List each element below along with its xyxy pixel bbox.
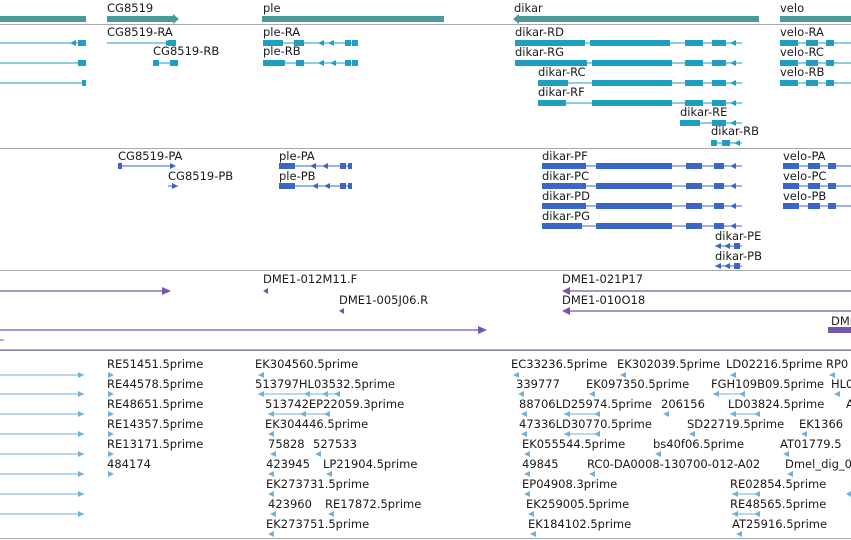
gene-bar-ple[interactable] (262, 16, 444, 22)
est-label[interactable]: 423945 (266, 457, 310, 471)
est-label[interactable]: LD02216.5prime (726, 357, 823, 371)
est-label[interactable]: 49845 (522, 457, 559, 471)
est-label[interactable]: AT25916.5prime (732, 517, 828, 531)
transcript-label[interactable]: dikar-RD (515, 25, 564, 39)
transcript-label[interactable]: CG8519-RB (153, 44, 220, 58)
track-separator (0, 148, 851, 149)
transcript-label[interactable]: dikar-RF (538, 85, 585, 99)
est-label[interactable]: EC33236.5prime (511, 357, 608, 371)
est-label[interactable]: RE02854.5prime (730, 477, 827, 491)
est-label[interactable]: RE51451.5prime (107, 357, 204, 371)
gene-label-cg8519[interactable]: CG8519 (107, 1, 154, 15)
est-label[interactable]: EP04908.3prime (522, 477, 618, 491)
transcript-label[interactable]: dikar-RE (680, 105, 728, 119)
transcript-label[interactable]: dikar-PC (542, 169, 590, 183)
clone-label[interactable]: DME1-021P17 (562, 272, 644, 286)
est-label[interactable]: FGH109B09.5prime (711, 377, 825, 391)
est-label[interactable]: A (846, 397, 851, 411)
est-label[interactable]: EK273751.5prime (266, 517, 370, 531)
est-label[interactable]: EK273731.5prime (266, 477, 370, 491)
transcript-label[interactable]: velo-PC (783, 169, 827, 183)
clone-label[interactable]: DME1-010O18 (562, 293, 646, 307)
est-label[interactable]: EK304446.5prime (265, 417, 369, 431)
transcript-label[interactable]: dikar-PF (542, 149, 588, 163)
clone-label[interactable]: DME1-005J06.R (339, 293, 429, 307)
est-label[interactable]: 88706LD25974.5prime (519, 397, 652, 411)
est-label[interactable]: 206156 (661, 397, 705, 411)
est-label[interactable]: 47336LD30770.5prime (519, 417, 652, 431)
transcript-label[interactable]: ple-RB (263, 44, 301, 58)
gene-arrow (173, 14, 179, 24)
est-label[interactable]: EK304560.5prime (255, 357, 359, 371)
transcript-label[interactable]: velo-PA (783, 149, 826, 163)
transcript-label[interactable]: dikar-RB (711, 124, 760, 138)
transcript-label[interactable]: CG8519-RA (107, 25, 173, 39)
track-separator (0, 270, 851, 271)
gene-arrow (513, 14, 519, 24)
transcript-label[interactable]: dikar-PE (715, 229, 762, 243)
est-label[interactable]: HL0 (831, 377, 851, 391)
transcript-label[interactable]: velo-RB (780, 65, 825, 79)
est-label[interactable]: RE48565.5prime (730, 497, 827, 511)
est-label[interactable]: 527533 (313, 437, 357, 451)
est-label[interactable]: Dmel_dig_0 (785, 457, 851, 471)
est-label[interactable]: RP0 (826, 357, 849, 371)
track-separator (0, 538, 851, 539)
est-label[interactable]: RE17872.5prime (325, 497, 422, 511)
track-separator (0, 24, 851, 25)
est-label[interactable]: RE44578.5prime (107, 377, 204, 391)
transcript-label[interactable]: ple-PB (279, 169, 316, 183)
est-label[interactable]: LP21904.5prime (323, 457, 418, 471)
clone-label[interactable]: DME1-012M11.F (263, 272, 358, 286)
est-label[interactable]: 484174 (107, 457, 151, 471)
transcript-label[interactable]: dikar-PD (542, 189, 590, 203)
est-label[interactable]: 423960 (268, 497, 312, 511)
est-label[interactable]: 75828 (268, 437, 305, 451)
gene-label-dikar[interactable]: dikar (514, 1, 543, 15)
est-label[interactable]: bs40f06.5prime (653, 437, 745, 451)
est-label[interactable]: RC0-DA0008-130700-012-A02 (587, 457, 761, 471)
gene-label-ple[interactable]: ple (263, 1, 281, 15)
transcript-label[interactable]: velo-RA (780, 25, 824, 39)
est-label[interactable]: EK055544.5prime (522, 437, 626, 451)
transcript-label[interactable]: ple-RA (263, 25, 301, 39)
est-label[interactable]: 513742EP22059.3prime (265, 397, 405, 411)
est-label[interactable]: EK1366 (799, 417, 844, 431)
gene-bar-dikar[interactable] (519, 16, 759, 22)
gene-bar-velo[interactable] (780, 16, 851, 22)
est-label[interactable]: 513797HL03532.5prime (255, 377, 396, 391)
est-label[interactable]: EK302039.5prime (617, 357, 721, 371)
est-label[interactable]: AT01779.5 (780, 437, 842, 451)
est-label[interactable]: RE13171.5prime (107, 437, 204, 451)
est-label[interactable]: 339777 (516, 377, 560, 391)
est-label[interactable]: EK097350.5prime (586, 377, 690, 391)
transcript-label[interactable]: velo-PB (783, 189, 827, 203)
est-label[interactable]: RE48651.5prime (107, 397, 204, 411)
est-label[interactable]: LD03824.5prime (728, 397, 825, 411)
gene-label-velo[interactable]: velo (780, 1, 805, 15)
gene-bar[interactable] (0, 16, 86, 22)
est-label[interactable]: RE14357.5prime (107, 417, 204, 431)
transcript-label[interactable]: dikar-RG (515, 45, 565, 59)
transcript-label[interactable]: dikar-PG (542, 209, 590, 223)
transcript-label[interactable]: dikar-RC (538, 65, 586, 79)
transcript-label[interactable]: CG8519-PA (118, 149, 183, 163)
est-label[interactable]: EK184102.5prime (528, 517, 632, 531)
transcript-label[interactable]: CG8519-PB (168, 169, 234, 183)
transcript-label[interactable]: dikar-PB (715, 249, 762, 263)
est-label[interactable]: SD22719.5prime (687, 417, 785, 431)
transcript-label[interactable]: ple-PA (279, 149, 315, 163)
transcript-label[interactable]: velo-RC (780, 45, 824, 59)
gene-bar-cg8519[interactable] (107, 16, 173, 22)
est-label[interactable]: EK259005.5prime (526, 497, 630, 511)
clone-label[interactable]: DMI (831, 314, 851, 328)
